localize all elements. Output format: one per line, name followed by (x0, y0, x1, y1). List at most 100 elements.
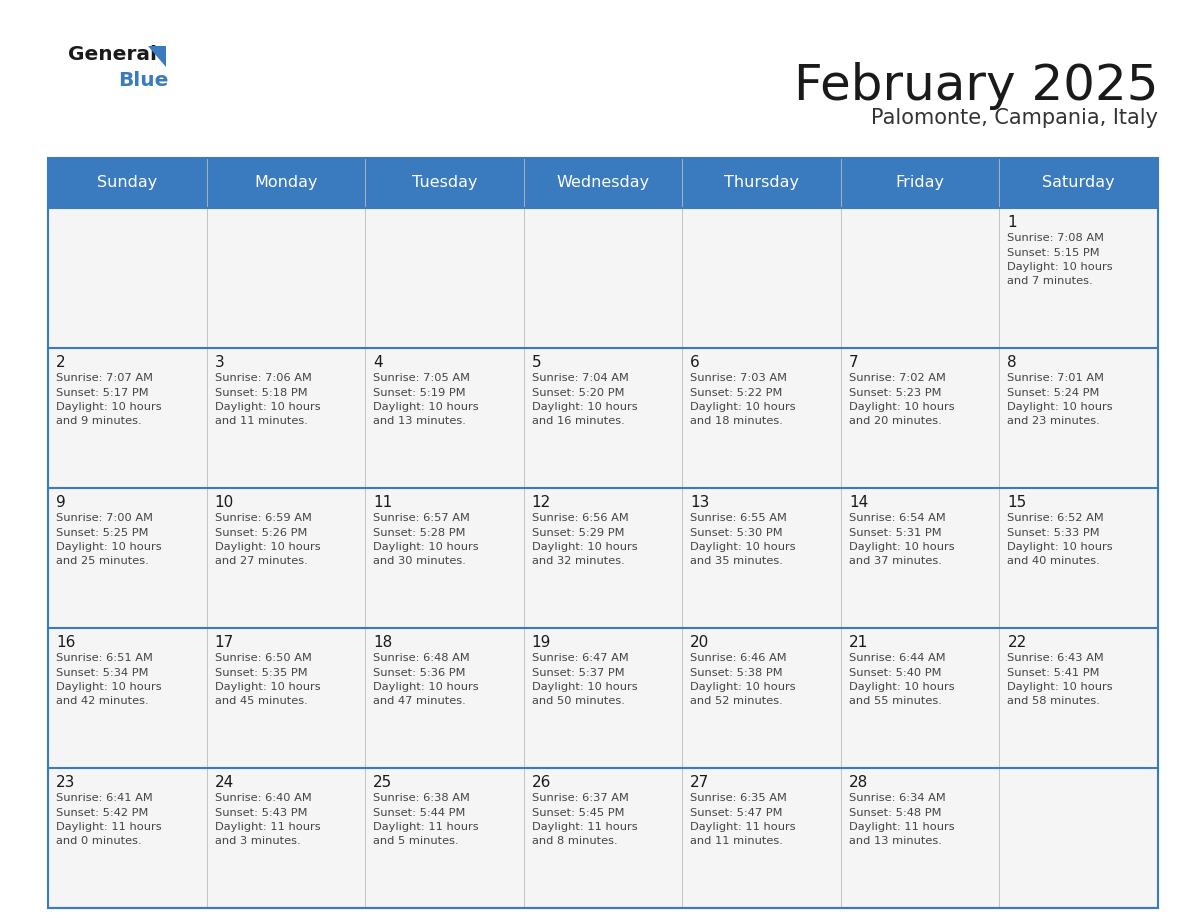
Text: Sunrise: 7:04 AM: Sunrise: 7:04 AM (532, 373, 628, 383)
Bar (365, 348, 524, 488)
Text: and 13 minutes.: and 13 minutes. (849, 836, 942, 846)
Text: Daylight: 10 hours: Daylight: 10 hours (690, 402, 796, 412)
Text: Sunset: 5:22 PM: Sunset: 5:22 PM (690, 387, 783, 397)
Text: 2: 2 (56, 355, 65, 370)
Text: 17: 17 (215, 635, 234, 650)
Bar (207, 348, 365, 488)
Text: and 23 minutes.: and 23 minutes. (1007, 417, 1100, 427)
Text: 13: 13 (690, 495, 709, 510)
Text: 22: 22 (1007, 635, 1026, 650)
Text: and 11 minutes.: and 11 minutes. (215, 417, 308, 427)
Bar (48, 208, 207, 348)
Text: Sunset: 5:19 PM: Sunset: 5:19 PM (373, 387, 466, 397)
Text: Daylight: 11 hours: Daylight: 11 hours (532, 822, 637, 832)
Text: Sunset: 5:18 PM: Sunset: 5:18 PM (215, 387, 308, 397)
Text: Sunrise: 7:07 AM: Sunrise: 7:07 AM (56, 373, 153, 383)
Text: Daylight: 10 hours: Daylight: 10 hours (373, 402, 479, 412)
Text: 5: 5 (532, 355, 542, 370)
Bar (207, 488, 365, 628)
Text: Daylight: 10 hours: Daylight: 10 hours (215, 542, 321, 552)
Text: Sunset: 5:23 PM: Sunset: 5:23 PM (849, 387, 941, 397)
Text: Sunrise: 6:43 AM: Sunrise: 6:43 AM (1007, 653, 1104, 663)
Text: Sunrise: 6:37 AM: Sunrise: 6:37 AM (532, 793, 628, 803)
Bar (682, 768, 841, 908)
Bar (841, 628, 999, 768)
Text: Sunset: 5:48 PM: Sunset: 5:48 PM (849, 808, 941, 818)
Bar (999, 208, 1158, 348)
Text: Palomonte, Campania, Italy: Palomonte, Campania, Italy (871, 108, 1158, 128)
Text: and 13 minutes.: and 13 minutes. (373, 417, 466, 427)
Bar (48, 488, 207, 628)
Text: Sunrise: 6:34 AM: Sunrise: 6:34 AM (849, 793, 946, 803)
Text: Daylight: 10 hours: Daylight: 10 hours (56, 682, 162, 692)
Bar (524, 628, 682, 768)
Text: and 25 minutes.: and 25 minutes. (56, 556, 148, 566)
Bar (524, 348, 682, 488)
Text: Sunset: 5:24 PM: Sunset: 5:24 PM (1007, 387, 1100, 397)
Text: Daylight: 11 hours: Daylight: 11 hours (56, 822, 162, 832)
Text: Sunset: 5:33 PM: Sunset: 5:33 PM (1007, 528, 1100, 538)
Text: Sunrise: 6:40 AM: Sunrise: 6:40 AM (215, 793, 311, 803)
Bar (999, 628, 1158, 768)
Bar (999, 488, 1158, 628)
Text: Sunrise: 7:02 AM: Sunrise: 7:02 AM (849, 373, 946, 383)
Text: and 32 minutes.: and 32 minutes. (532, 556, 625, 566)
Text: 9: 9 (56, 495, 65, 510)
Text: 18: 18 (373, 635, 392, 650)
Bar (48, 768, 207, 908)
Text: Sunrise: 6:46 AM: Sunrise: 6:46 AM (690, 653, 786, 663)
Text: Daylight: 10 hours: Daylight: 10 hours (56, 402, 162, 412)
Text: and 42 minutes.: and 42 minutes. (56, 697, 148, 707)
Text: and 27 minutes.: and 27 minutes. (215, 556, 308, 566)
Text: and 20 minutes.: and 20 minutes. (849, 417, 942, 427)
Text: 11: 11 (373, 495, 392, 510)
Text: and 5 minutes.: and 5 minutes. (373, 836, 459, 846)
Text: Daylight: 10 hours: Daylight: 10 hours (1007, 682, 1113, 692)
Bar (365, 208, 524, 348)
Text: Sunrise: 7:06 AM: Sunrise: 7:06 AM (215, 373, 311, 383)
Text: Sunset: 5:37 PM: Sunset: 5:37 PM (532, 667, 625, 677)
Bar (999, 348, 1158, 488)
Text: Daylight: 10 hours: Daylight: 10 hours (532, 402, 637, 412)
Text: Sunset: 5:25 PM: Sunset: 5:25 PM (56, 528, 148, 538)
Text: Tuesday: Tuesday (412, 175, 478, 191)
Text: and 58 minutes.: and 58 minutes. (1007, 697, 1100, 707)
Text: and 7 minutes.: and 7 minutes. (1007, 276, 1093, 286)
Text: Sunrise: 6:44 AM: Sunrise: 6:44 AM (849, 653, 946, 663)
Bar (207, 768, 365, 908)
Text: and 45 minutes.: and 45 minutes. (215, 697, 308, 707)
Text: 4: 4 (373, 355, 383, 370)
Bar (48, 348, 207, 488)
Text: Sunset: 5:44 PM: Sunset: 5:44 PM (373, 808, 466, 818)
Text: and 50 minutes.: and 50 minutes. (532, 697, 625, 707)
Bar (48, 158, 1158, 908)
Text: Sunrise: 7:00 AM: Sunrise: 7:00 AM (56, 513, 153, 523)
Text: 8: 8 (1007, 355, 1017, 370)
Bar (524, 208, 682, 348)
Text: Sunrise: 6:55 AM: Sunrise: 6:55 AM (690, 513, 788, 523)
Text: Sunrise: 6:52 AM: Sunrise: 6:52 AM (1007, 513, 1104, 523)
Bar (524, 768, 682, 908)
Text: 7: 7 (849, 355, 859, 370)
Text: and 18 minutes.: and 18 minutes. (690, 417, 783, 427)
Bar (365, 488, 524, 628)
Text: 16: 16 (56, 635, 75, 650)
Text: Sunset: 5:15 PM: Sunset: 5:15 PM (1007, 248, 1100, 258)
Text: Sunday: Sunday (97, 175, 158, 191)
Text: Sunrise: 6:51 AM: Sunrise: 6:51 AM (56, 653, 153, 663)
Text: Daylight: 10 hours: Daylight: 10 hours (849, 682, 954, 692)
Text: Sunset: 5:45 PM: Sunset: 5:45 PM (532, 808, 624, 818)
Text: Daylight: 10 hours: Daylight: 10 hours (373, 682, 479, 692)
Text: 20: 20 (690, 635, 709, 650)
Text: 15: 15 (1007, 495, 1026, 510)
Text: Daylight: 10 hours: Daylight: 10 hours (690, 682, 796, 692)
Text: Daylight: 10 hours: Daylight: 10 hours (1007, 542, 1113, 552)
Text: Sunset: 5:34 PM: Sunset: 5:34 PM (56, 667, 148, 677)
Text: Sunset: 5:42 PM: Sunset: 5:42 PM (56, 808, 148, 818)
Text: Sunrise: 7:08 AM: Sunrise: 7:08 AM (1007, 233, 1105, 243)
Text: 1: 1 (1007, 215, 1017, 230)
Text: 12: 12 (532, 495, 551, 510)
Text: 26: 26 (532, 775, 551, 790)
Text: 6: 6 (690, 355, 700, 370)
Text: Sunrise: 6:50 AM: Sunrise: 6:50 AM (215, 653, 311, 663)
